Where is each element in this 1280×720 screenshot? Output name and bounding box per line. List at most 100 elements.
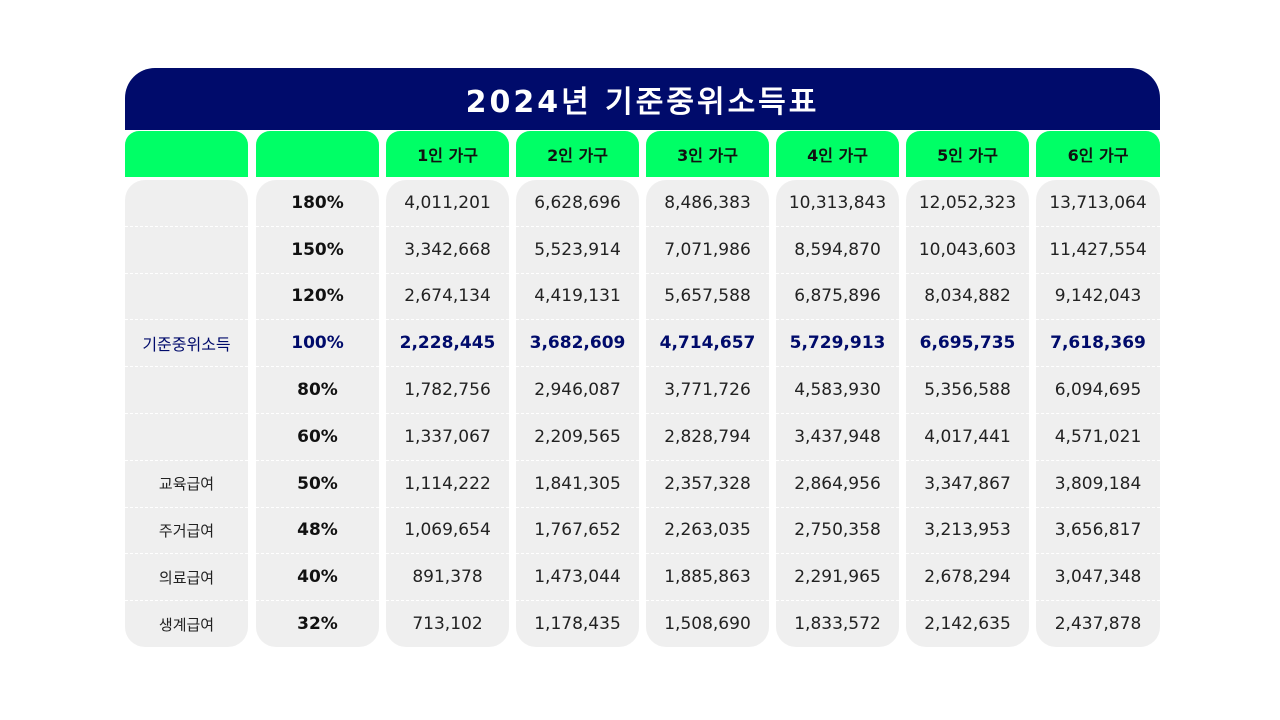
household-column-4: 4인 가구 10,313,843 8,594,870 6,875,896 5,7… <box>776 131 899 647</box>
row-label-education-benefit: 교육급여 <box>125 461 248 508</box>
value-cell: 1,337,067 <box>386 414 509 461</box>
value-cell: 12,052,323 <box>906 180 1029 227</box>
percent-cell: 48% <box>256 508 379 555</box>
value-cell: 1,767,652 <box>516 508 639 555</box>
household-body: 13,713,064 11,427,554 9,142,043 7,618,36… <box>1036 180 1160 647</box>
value-cell: 6,695,735 <box>906 320 1029 368</box>
percent-cell: 150% <box>256 227 379 274</box>
value-cell: 2,209,565 <box>516 414 639 461</box>
household-body: 12,052,323 10,043,603 8,034,882 6,695,73… <box>906 180 1029 647</box>
row-label-median-income: 기준중위소득 <box>125 320 248 368</box>
value-cell: 4,583,930 <box>776 367 899 414</box>
value-cell: 3,809,184 <box>1036 461 1160 508</box>
value-cell: 5,356,588 <box>906 367 1029 414</box>
value-cell: 1,473,044 <box>516 554 639 602</box>
value-cell: 4,714,657 <box>646 320 769 368</box>
value-cell: 2,674,134 <box>386 274 509 321</box>
household-body: 8,486,383 7,071,986 5,657,588 4,714,657 … <box>646 180 769 647</box>
value-cell: 2,750,358 <box>776 508 899 555</box>
percent-cell: 180% <box>256 180 379 227</box>
value-cell: 5,657,588 <box>646 274 769 321</box>
value-cell: 4,017,441 <box>906 414 1029 461</box>
value-cell: 2,263,035 <box>646 508 769 555</box>
row-label <box>125 274 248 321</box>
value-cell: 891,378 <box>386 554 509 602</box>
percent-body: 180% 150% 120% 100% 80% 60% 50% 48% 40% … <box>256 180 379 647</box>
value-cell: 2,142,635 <box>924 614 1011 635</box>
percent-cell: 120% <box>256 274 379 321</box>
household-body: 4,011,201 3,342,668 2,674,134 2,228,445 … <box>386 180 509 647</box>
value-cell: 9,142,043 <box>1036 274 1160 321</box>
household-body: 6,628,696 5,523,914 4,419,131 3,682,609 … <box>516 180 639 647</box>
value-cell: 7,618,369 <box>1036 320 1160 368</box>
row-label <box>125 180 248 227</box>
household-header: 1인 가구 <box>386 131 509 177</box>
value-cell: 3,347,867 <box>906 461 1029 508</box>
value-cell: 2,678,294 <box>906 554 1029 602</box>
row-label-column: 기준중위소득 교육급여 주거급여 의료급여 생계급여 <box>125 131 248 647</box>
value-cell: 3,437,948 <box>776 414 899 461</box>
value-cell: 1,508,690 <box>664 614 751 635</box>
row-label-medical-benefit: 의료급여 <box>125 554 248 602</box>
value-cell: 1,885,863 <box>646 554 769 602</box>
household-header: 4인 가구 <box>776 131 899 177</box>
value-cell: 2,357,328 <box>646 461 769 508</box>
percent-header <box>256 131 379 177</box>
row-label-livelihood-benefit: 생계급여 <box>158 615 215 634</box>
value-cell: 2,291,965 <box>776 554 899 602</box>
value-cell: 2,946,087 <box>516 367 639 414</box>
value-cell: 7,071,986 <box>646 227 769 274</box>
household-column-3: 3인 가구 8,486,383 7,071,986 5,657,588 4,71… <box>646 131 769 647</box>
household-column-5: 5인 가구 12,052,323 10,043,603 8,034,882 6,… <box>906 131 1029 647</box>
household-body: 10,313,843 8,594,870 6,875,896 5,729,913… <box>776 180 899 647</box>
percent-cell: 100% <box>256 320 379 368</box>
value-cell: 5,523,914 <box>516 227 639 274</box>
percent-cell: 80% <box>256 367 379 414</box>
value-cell: 3,682,609 <box>516 320 639 368</box>
value-cell: 4,571,021 <box>1036 414 1160 461</box>
value-cell: 8,034,882 <box>906 274 1029 321</box>
percent-cell: 32% <box>297 614 338 635</box>
percent-column: 180% 150% 120% 100% 80% 60% 50% 48% 40% … <box>256 131 379 647</box>
table-title-bar: 2024년 기준중위소득표 <box>125 68 1160 130</box>
row-label <box>125 367 248 414</box>
value-cell: 2,828,794 <box>646 414 769 461</box>
value-cell: 8,594,870 <box>776 227 899 274</box>
value-cell: 2,228,445 <box>386 320 509 368</box>
household-header: 3인 가구 <box>646 131 769 177</box>
value-cell: 4,419,131 <box>516 274 639 321</box>
value-cell: 6,875,896 <box>776 274 899 321</box>
value-cell: 3,342,668 <box>386 227 509 274</box>
value-cell: 11,427,554 <box>1036 227 1160 274</box>
value-cell: 1,069,654 <box>386 508 509 555</box>
value-cell: 713,102 <box>412 614 483 635</box>
table-title: 2024년 기준중위소득표 <box>465 85 820 120</box>
value-cell: 10,043,603 <box>906 227 1029 274</box>
value-cell: 1,841,305 <box>516 461 639 508</box>
value-cell: 3,656,817 <box>1036 508 1160 555</box>
value-cell: 6,094,695 <box>1036 367 1160 414</box>
value-cell: 2,437,878 <box>1054 614 1142 635</box>
value-cell: 10,313,843 <box>776 180 899 227</box>
percent-cell: 40% <box>256 554 379 602</box>
value-cell: 2,864,956 <box>776 461 899 508</box>
household-column-1: 1인 가구 4,011,201 3,342,668 2,674,134 2,22… <box>386 131 509 647</box>
household-header: 2인 가구 <box>516 131 639 177</box>
row-label-body: 기준중위소득 교육급여 주거급여 의료급여 생계급여 <box>125 180 248 647</box>
value-cell: 4,011,201 <box>386 180 509 227</box>
value-cell: 3,047,348 <box>1036 554 1160 602</box>
value-cell: 1,178,435 <box>534 614 621 635</box>
row-label <box>125 414 248 461</box>
value-cell: 1,114,222 <box>386 461 509 508</box>
value-cell: 6,628,696 <box>516 180 639 227</box>
percent-cell: 50% <box>256 461 379 508</box>
percent-cell: 60% <box>256 414 379 461</box>
value-cell: 3,771,726 <box>646 367 769 414</box>
row-label <box>125 227 248 274</box>
household-header: 5인 가구 <box>906 131 1029 177</box>
value-cell: 13,713,064 <box>1036 180 1160 227</box>
value-cell: 8,486,383 <box>646 180 769 227</box>
household-column-6: 6인 가구 13,713,064 11,427,554 9,142,043 7,… <box>1036 131 1160 647</box>
value-cell: 1,833,572 <box>794 614 881 635</box>
value-cell: 1,782,756 <box>386 367 509 414</box>
